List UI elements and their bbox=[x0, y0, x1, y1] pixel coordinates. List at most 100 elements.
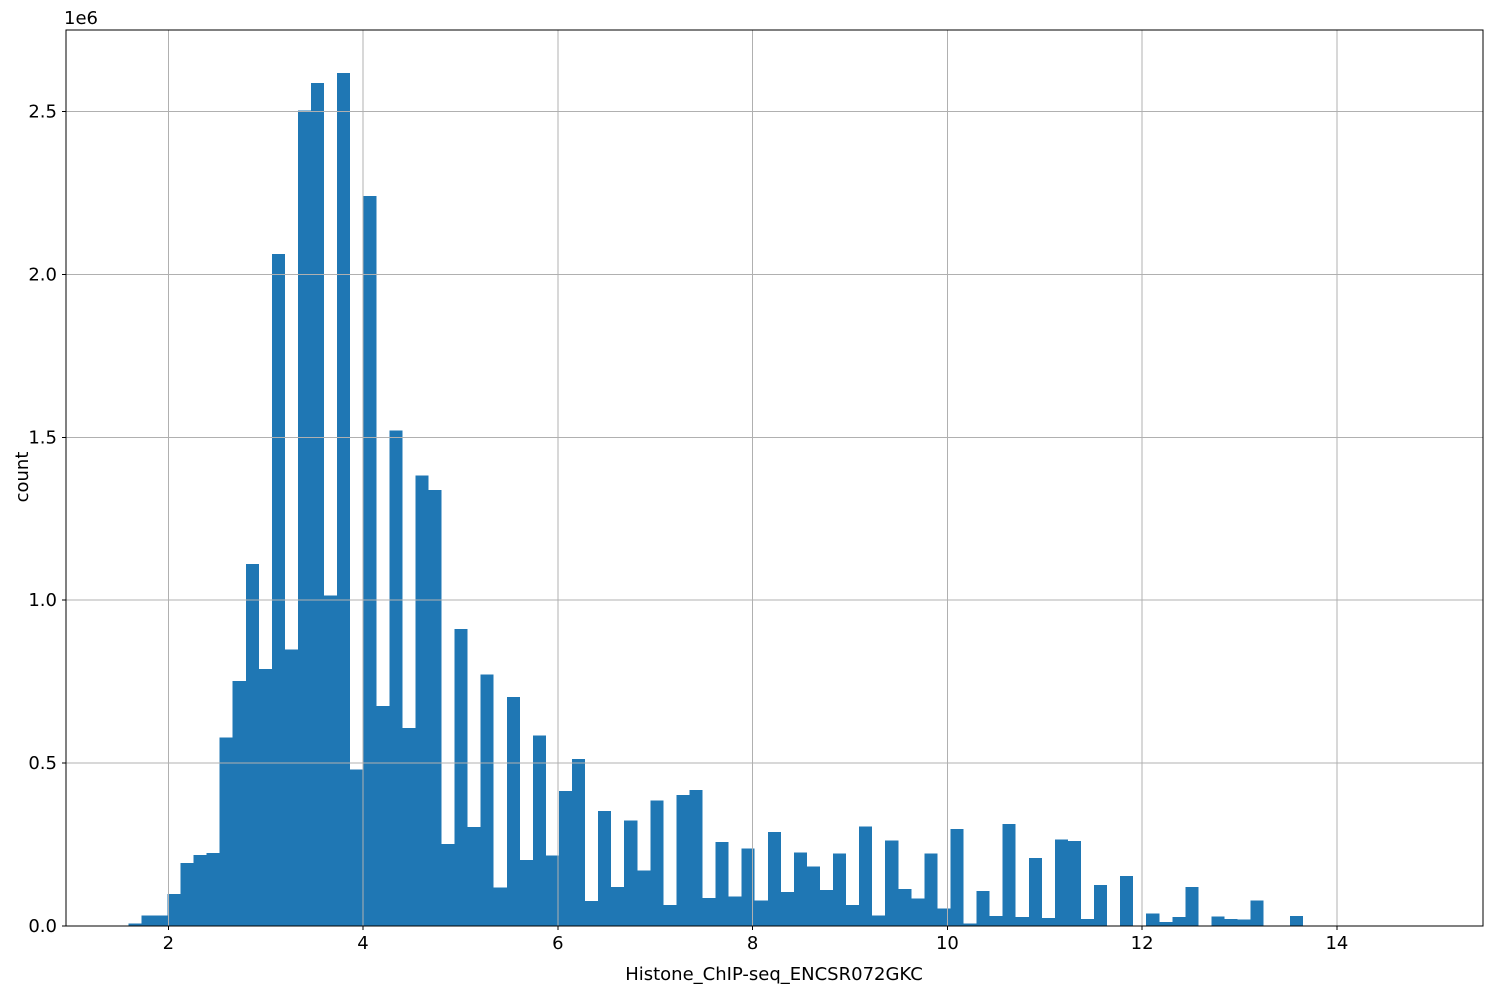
histogram-bar bbox=[271, 254, 285, 926]
histogram-bar bbox=[506, 696, 520, 926]
histogram-bar bbox=[780, 892, 794, 926]
y-axis-offset-label: 1e6 bbox=[64, 8, 98, 29]
x-tick-label: 14 bbox=[1325, 933, 1348, 954]
histogram-bar bbox=[232, 680, 246, 926]
histogram-bar bbox=[1094, 884, 1108, 926]
histogram-bar bbox=[1289, 916, 1303, 926]
histogram-bar bbox=[806, 866, 820, 926]
histogram-bar bbox=[193, 854, 207, 926]
histogram-bar bbox=[284, 649, 298, 926]
y-axis-label: count bbox=[12, 451, 33, 503]
histogram-bar bbox=[728, 896, 742, 926]
histogram-bar bbox=[767, 832, 781, 926]
histogram-bar bbox=[950, 829, 964, 926]
x-axis-label: Histone_ChIP-seq_ENCSR072GKC bbox=[625, 964, 923, 985]
x-tick-label: 10 bbox=[936, 933, 959, 954]
histogram-bar bbox=[702, 897, 716, 926]
histogram-bar bbox=[1028, 858, 1042, 926]
histogram-bar bbox=[689, 790, 703, 926]
histogram-bar bbox=[1237, 919, 1251, 926]
histogram-bar bbox=[493, 887, 507, 926]
histogram-bar bbox=[989, 915, 1003, 926]
histogram-bar bbox=[245, 564, 259, 926]
histogram-bar bbox=[141, 915, 155, 926]
histogram-bar bbox=[154, 915, 168, 926]
histogram-bar bbox=[1120, 876, 1134, 926]
histogram-bar bbox=[819, 890, 834, 926]
y-tick-label: 1.5 bbox=[28, 427, 57, 448]
histogram-bar bbox=[1224, 918, 1238, 926]
histogram-bar bbox=[128, 923, 142, 926]
histogram-bar bbox=[741, 848, 755, 926]
y-tick-label: 2.0 bbox=[28, 264, 57, 285]
y-axis-ticks: 0.0 0.5 1.0 1.5 2.0 2.5 bbox=[28, 102, 66, 937]
histogram-bar bbox=[1146, 913, 1160, 926]
histogram-bar bbox=[1185, 887, 1199, 926]
histogram-bar bbox=[1054, 839, 1068, 926]
histogram-bar bbox=[598, 810, 612, 926]
histogram-bar bbox=[1041, 918, 1055, 926]
histogram-bar bbox=[846, 904, 860, 926]
x-tick-label: 2 bbox=[163, 933, 174, 954]
histogram-bar bbox=[859, 826, 873, 926]
histogram-bar bbox=[206, 853, 220, 926]
histogram-bar bbox=[572, 758, 586, 926]
y-tick-label: 1.0 bbox=[28, 590, 57, 611]
x-tick-label: 6 bbox=[552, 933, 563, 954]
histogram-bar bbox=[1172, 917, 1186, 926]
histogram-bar bbox=[180, 862, 194, 926]
histogram-bar bbox=[637, 870, 651, 926]
histogram-bar bbox=[167, 894, 181, 926]
histogram-bar bbox=[663, 904, 677, 926]
histogram-bar bbox=[337, 73, 351, 926]
histogram-bar bbox=[1015, 917, 1029, 926]
histogram-bar bbox=[441, 843, 455, 926]
histogram-bar bbox=[532, 735, 546, 926]
histogram-bar bbox=[976, 891, 990, 926]
histogram-bar bbox=[963, 923, 977, 926]
histogram-bar bbox=[363, 196, 377, 927]
histogram-bar bbox=[324, 595, 338, 926]
histogram-bar bbox=[402, 727, 416, 926]
histogram-bar bbox=[467, 826, 481, 926]
histogram-bar bbox=[454, 628, 468, 926]
histogram-bar bbox=[1211, 916, 1225, 926]
histogram-bar bbox=[1159, 921, 1173, 926]
histogram-bar bbox=[793, 852, 807, 926]
histogram-bar bbox=[754, 900, 768, 926]
histogram-bar bbox=[1067, 840, 1081, 926]
x-tick-label: 12 bbox=[1131, 933, 1154, 954]
y-tick-label: 0.5 bbox=[28, 753, 57, 774]
x-axis-ticks: 2 4 6 8 10 12 14 bbox=[163, 926, 1348, 954]
histogram-bar bbox=[937, 908, 951, 926]
histogram-bar bbox=[585, 900, 599, 926]
y-tick-label: 2.5 bbox=[28, 102, 57, 123]
histogram-bar bbox=[715, 841, 729, 926]
histogram-bar bbox=[1250, 900, 1264, 926]
histogram-bar bbox=[545, 855, 559, 926]
histogram-bar bbox=[376, 706, 390, 926]
x-tick-label: 4 bbox=[357, 933, 368, 954]
histogram-bar bbox=[650, 800, 664, 926]
histogram-bar bbox=[389, 430, 403, 926]
histogram-bar bbox=[924, 853, 938, 926]
histogram-bar bbox=[311, 82, 325, 926]
histogram-bar bbox=[676, 795, 690, 926]
histogram-bar bbox=[480, 674, 494, 926]
histogram-bar bbox=[219, 737, 233, 926]
y-tick-label: 0.0 bbox=[28, 916, 57, 937]
histogram-bar bbox=[519, 860, 533, 926]
histogram-bar bbox=[833, 853, 847, 926]
histogram-bar bbox=[911, 898, 925, 926]
histogram-bar bbox=[898, 888, 912, 926]
histogram-bar bbox=[350, 769, 364, 926]
histogram-bar bbox=[428, 490, 442, 926]
histogram-bar bbox=[624, 820, 638, 926]
histogram-bar bbox=[1080, 919, 1095, 926]
histogram-bar bbox=[611, 886, 625, 926]
histogram-bar bbox=[415, 475, 429, 926]
histogram-bar bbox=[258, 668, 272, 926]
histogram-bar bbox=[872, 915, 886, 926]
